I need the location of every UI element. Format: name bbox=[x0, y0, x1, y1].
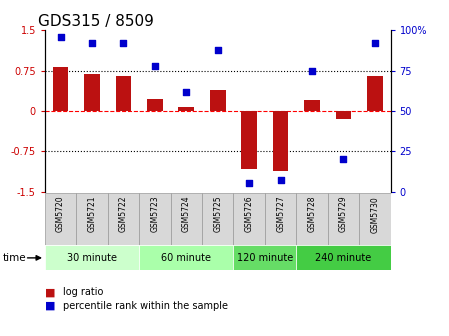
Bar bbox=[296, 245, 391, 270]
Bar bbox=[367, 76, 383, 111]
Bar bbox=[108, 193, 139, 245]
Text: GSM5728: GSM5728 bbox=[308, 196, 317, 232]
Text: GSM5722: GSM5722 bbox=[119, 196, 128, 232]
Bar bbox=[304, 100, 320, 111]
Bar bbox=[242, 111, 257, 169]
Point bbox=[88, 40, 96, 46]
Text: GSM5720: GSM5720 bbox=[56, 196, 65, 233]
Text: 60 minute: 60 minute bbox=[161, 253, 211, 263]
Bar bbox=[179, 107, 194, 111]
Text: GSM5721: GSM5721 bbox=[88, 196, 97, 232]
Text: 120 minute: 120 minute bbox=[237, 253, 293, 263]
Text: ■: ■ bbox=[45, 301, 55, 311]
Text: 30 minute: 30 minute bbox=[67, 253, 117, 263]
Text: ■: ■ bbox=[45, 287, 55, 297]
Point bbox=[57, 34, 64, 39]
Point bbox=[120, 40, 127, 46]
Bar bbox=[265, 193, 296, 245]
Point bbox=[246, 181, 253, 186]
Bar bbox=[53, 67, 69, 111]
Text: GSM5723: GSM5723 bbox=[150, 196, 159, 233]
Text: GSM5726: GSM5726 bbox=[245, 196, 254, 233]
Bar bbox=[202, 193, 233, 245]
Text: log ratio: log ratio bbox=[63, 287, 103, 297]
Point bbox=[308, 68, 316, 73]
Bar bbox=[233, 245, 296, 270]
Bar bbox=[328, 193, 359, 245]
Text: GSM5724: GSM5724 bbox=[182, 196, 191, 233]
Text: GSM5730: GSM5730 bbox=[370, 196, 379, 233]
Bar bbox=[336, 111, 352, 119]
Bar bbox=[76, 193, 108, 245]
Point bbox=[277, 177, 284, 183]
Point bbox=[340, 157, 347, 162]
Text: percentile rank within the sample: percentile rank within the sample bbox=[63, 301, 228, 311]
Text: GDS315 / 8509: GDS315 / 8509 bbox=[38, 14, 154, 29]
Bar bbox=[116, 76, 131, 111]
Bar bbox=[139, 193, 171, 245]
Bar bbox=[171, 193, 202, 245]
Bar bbox=[273, 111, 288, 171]
Text: GSM5725: GSM5725 bbox=[213, 196, 222, 233]
Point bbox=[371, 40, 379, 46]
Bar bbox=[359, 193, 391, 245]
Text: GSM5729: GSM5729 bbox=[339, 196, 348, 233]
Text: GSM5727: GSM5727 bbox=[276, 196, 285, 233]
Point bbox=[183, 89, 190, 94]
Bar bbox=[45, 193, 76, 245]
Bar bbox=[147, 99, 163, 111]
Bar bbox=[139, 245, 233, 270]
Point bbox=[151, 63, 158, 69]
Text: 240 minute: 240 minute bbox=[315, 253, 372, 263]
Point bbox=[214, 47, 221, 52]
Bar bbox=[210, 90, 226, 111]
Bar bbox=[296, 193, 328, 245]
Bar bbox=[233, 193, 265, 245]
Text: time: time bbox=[2, 253, 26, 263]
Bar bbox=[84, 74, 100, 111]
Bar bbox=[45, 245, 139, 270]
